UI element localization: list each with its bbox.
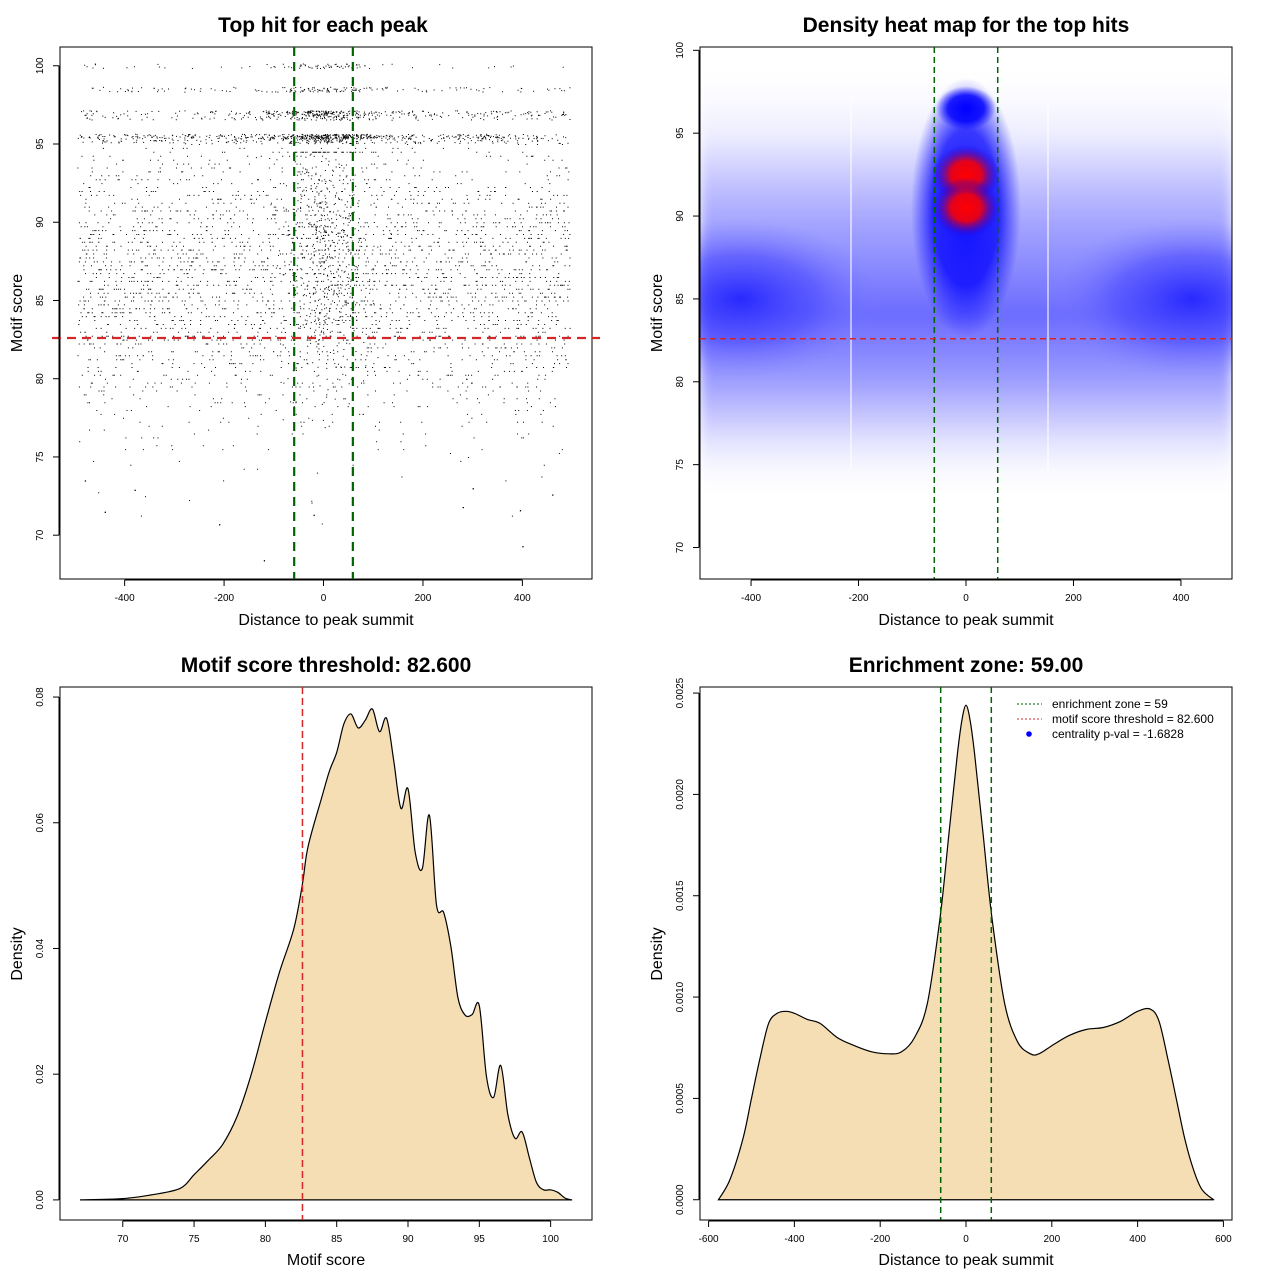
heatmap-hotspot <box>936 86 996 131</box>
y-tick-label: 90 <box>35 216 46 228</box>
x-tick-label: 0 <box>963 593 969 604</box>
x-tick-label: 400 <box>1129 1234 1146 1245</box>
x-tick-label: 90 <box>402 1234 414 1245</box>
x-tick-label: 70 <box>117 1234 129 1245</box>
x-tick-label: 95 <box>474 1234 486 1245</box>
density-area <box>79 708 573 1201</box>
x-tick-label: 200 <box>415 593 432 604</box>
x-tick-label: -200 <box>214 593 234 604</box>
y-tick-label: 70 <box>35 529 46 541</box>
y-axis-label: Density <box>649 927 666 980</box>
y-tick-label: 85 <box>35 294 46 306</box>
legend-label-threshold: motif score threshold = 82.600 <box>1052 712 1214 726</box>
scatter-point <box>462 507 464 509</box>
y-tick-label: 95 <box>35 138 46 150</box>
y-tick-label: 0.0000 <box>675 1184 686 1215</box>
x-tick-label: -400 <box>784 1234 804 1245</box>
y-tick-label: 0.0005 <box>675 1083 686 1114</box>
x-tick-label: -200 <box>849 593 869 604</box>
y-tick-label: 75 <box>675 459 686 471</box>
x-axis-label: Distance to peak summit <box>238 612 414 629</box>
y-tick-label: 80 <box>35 373 46 385</box>
scatter-point-cloud <box>77 63 571 562</box>
chart-title: Density heat map for the top hits <box>803 14 1130 37</box>
heatmap-surface <box>700 47 1232 579</box>
x-axis-label: Distance to peak summit <box>878 612 1054 629</box>
y-tick-label: 0.08 <box>35 687 46 707</box>
y-axis-label: Density <box>9 927 26 980</box>
y-tick-label: 0.0015 <box>675 880 686 911</box>
x-axis-label: Distance to peak summit <box>878 1252 1054 1269</box>
y-axis-label: Motif score <box>649 274 666 352</box>
panel-enrichment-density: Enrichment zone: 59.00 -600 -400 -200 0 200 4… <box>649 654 1233 1269</box>
x-tick-label: 75 <box>189 1234 201 1245</box>
heatmap-hotspot <box>1051 218 1232 379</box>
y-tick-label: 0.0025 <box>675 677 686 708</box>
y-axis-label: Motif score <box>9 274 26 352</box>
y-tick-label: 80 <box>675 376 686 388</box>
panel-density-heatmap: Density heat map for the top hits -400 -2… <box>649 14 1233 629</box>
y-tick-label: 0.02 <box>35 1064 46 1084</box>
x-axis-label: Motif score <box>287 1252 365 1269</box>
x-tick-label: 100 <box>542 1234 559 1245</box>
plot-frame <box>59 686 593 1221</box>
scatter-point <box>219 524 221 526</box>
x-tick-label: 600 <box>1215 1234 1232 1245</box>
legend-label-enrichment: enrichment zone = 59 <box>1052 697 1168 711</box>
x-tick-label: 85 <box>331 1234 343 1245</box>
plot-frame <box>59 46 593 580</box>
legend: enrichment zone = 59 motif score thresho… <box>1017 697 1214 741</box>
x-tick-label: 200 <box>1043 1234 1060 1245</box>
y-tick-label: 95 <box>675 127 686 139</box>
density-area <box>717 704 1215 1201</box>
plot-frame <box>699 686 1233 1221</box>
scatter-points <box>77 63 571 562</box>
legend-label-pval: centrality p-val = -1.6828 <box>1052 727 1184 741</box>
x-tick-label: -400 <box>741 593 761 604</box>
scatter-point <box>134 489 136 492</box>
x-tick-label: -600 <box>699 1234 719 1245</box>
y-tick-label: 100 <box>35 57 46 74</box>
y-tick-label: 75 <box>35 451 46 463</box>
scatter-point <box>472 488 474 490</box>
x-tick-label: -200 <box>870 1234 890 1245</box>
chart-title: Top hit for each peak <box>218 14 428 37</box>
scatter-point <box>519 510 522 512</box>
panel-top-hits-scatter: Top hit for each peak -400 -200 0 200 400 70… <box>9 14 600 629</box>
x-tick-label: 400 <box>514 593 531 604</box>
x-tick-label: 400 <box>1173 593 1190 604</box>
scatter-point <box>522 546 524 548</box>
y-tick-label: 0.0020 <box>675 779 686 810</box>
y-tick-label: 85 <box>675 293 686 305</box>
y-tick-label: 70 <box>675 542 686 554</box>
scatter-point <box>84 480 87 482</box>
plot-frame <box>699 46 1233 580</box>
scatter-point <box>552 494 554 496</box>
panel-motif-score-density: Motif score threshold: 82.600 70 75 80 85 90… <box>9 654 593 1269</box>
x-tick-label: 0 <box>321 593 327 604</box>
scatter-point <box>104 511 106 513</box>
scatter-point <box>313 514 315 517</box>
y-tick-label: 0.06 <box>35 813 46 833</box>
y-tick-label: 0.00 <box>35 1190 46 1210</box>
y-tick-label: 0.04 <box>35 938 46 958</box>
y-tick-label: 0.0010 <box>675 981 686 1012</box>
x-tick-label: 0 <box>963 1234 969 1245</box>
x-tick-label: -400 <box>115 593 135 604</box>
scatter-point <box>263 560 266 562</box>
chart-title: Motif score threshold: 82.600 <box>181 654 472 677</box>
x-tick-label: 80 <box>260 1234 272 1245</box>
chart-title: Enrichment zone: 59.00 <box>849 654 1084 677</box>
heatmap-hotspot <box>700 218 881 379</box>
y-tick-label: 100 <box>675 42 686 59</box>
heatmap-hotspot <box>932 177 1000 238</box>
y-tick-label: 90 <box>675 210 686 222</box>
x-tick-label: 200 <box>1065 593 1082 604</box>
legend-swatch-pval <box>1026 731 1032 737</box>
